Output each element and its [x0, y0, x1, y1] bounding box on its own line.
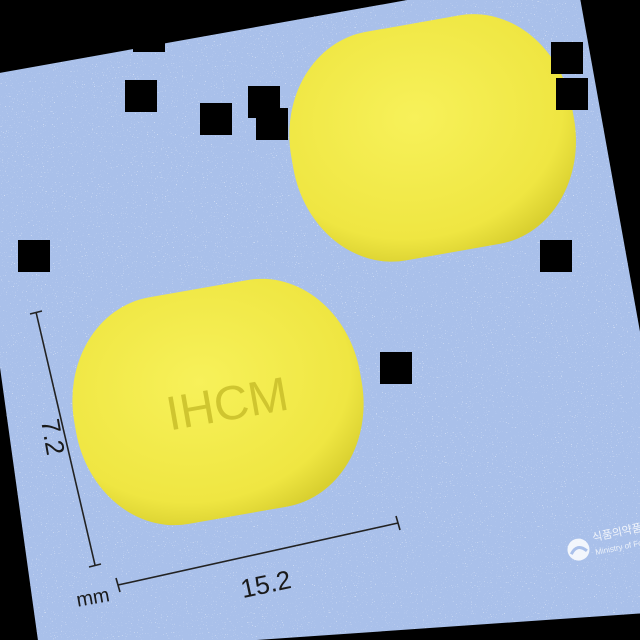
mfds-logo-icon [567, 538, 590, 561]
pill-bottom [72, 278, 364, 526]
height-label: 7.2 [35, 416, 71, 457]
pill-top [289, 14, 576, 262]
dimension-lines [29, 310, 401, 593]
black-squares [18, 22, 588, 384]
